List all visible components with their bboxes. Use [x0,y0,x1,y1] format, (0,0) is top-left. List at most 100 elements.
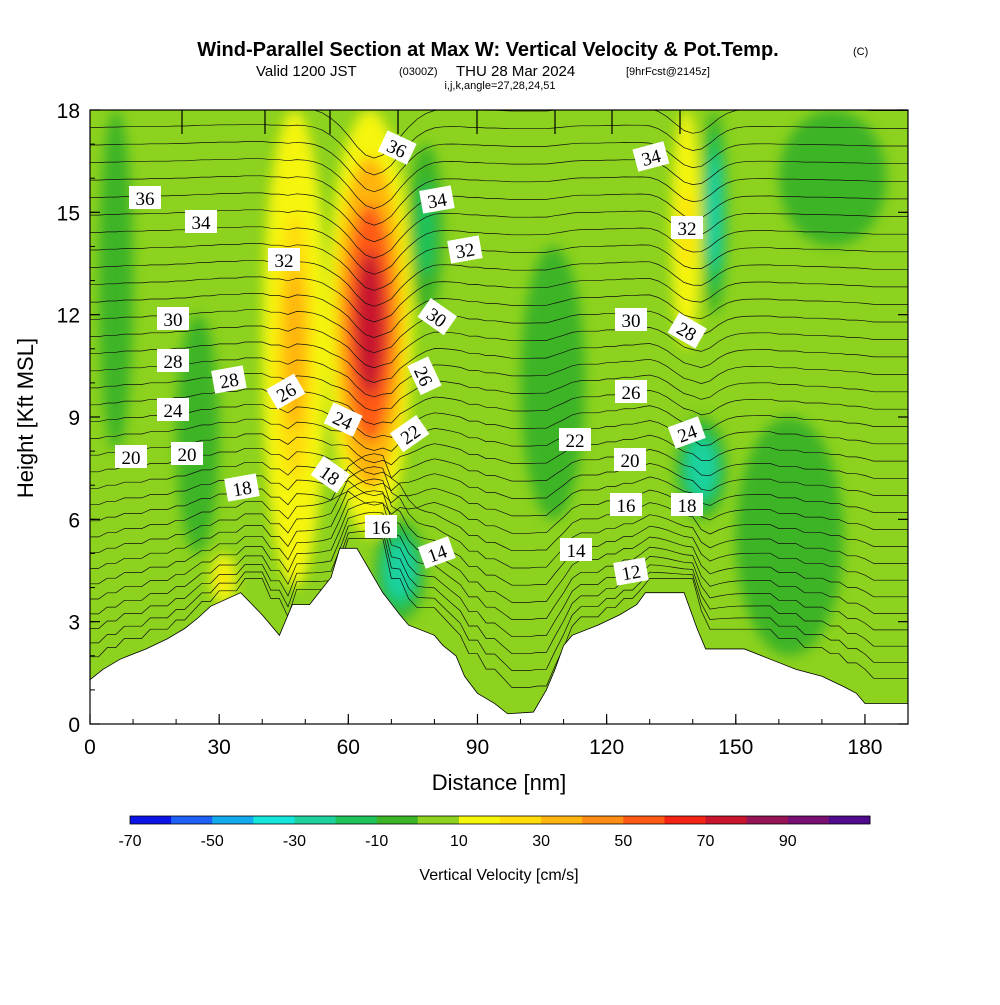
contour-label-text: 20 [621,451,640,472]
contour-label-text: 16 [617,496,636,517]
contour-label-bg [266,373,306,410]
contour-label: 24 [157,398,189,422]
chart-title: Wind-Parallel Section at Max W: Vertical… [197,39,778,61]
contour-label-text: 30 [164,310,183,331]
contour-label-text: 18 [678,496,697,517]
contour-label: 12 [613,557,649,586]
colorbar-tick-label: 50 [614,833,632,850]
copyright-mark: (C) [853,46,868,58]
theta-contour-line [90,192,908,243]
y-tick-label: 0 [68,714,80,737]
contour-label-text: 14 [567,541,587,562]
contour-label-text: 20 [122,448,141,469]
contour-label-text: 34 [192,213,212,234]
x-tick-label: 120 [589,736,624,759]
contour-label-bg [115,445,147,468]
x-axis-label: Distance [nm] [432,770,567,795]
contour-label-text: 18 [231,477,253,501]
contour-label-bg [377,130,417,165]
theta-contour-line [90,511,908,638]
contour-label-text: 16 [372,518,391,539]
contour-label-bg [615,380,647,403]
contour-label-bg [157,398,189,421]
contour-label-bg [615,308,647,331]
colorbar-swatch [335,816,378,824]
theta-contour-line [90,403,908,439]
contour-label: 36 [129,186,161,210]
theta-contour-line [90,461,908,499]
colorbar-swatch [541,816,583,824]
colorbar-tick-label: 90 [779,833,797,850]
grid-indices: i,j,k,angle=27,28,24,51 [444,80,555,92]
contour-label-text: 12 [620,561,642,585]
contour-label-bg [417,297,457,336]
valid-time-utc: (0300Z) [399,66,438,78]
contour-label-bg [224,473,260,502]
theta-contour-line [90,259,908,307]
terrain [90,547,908,724]
theta-contour-line [90,433,908,466]
contour-label-text: 28 [218,369,240,393]
theta-contour-line [90,501,908,620]
theta-contour-line [90,175,908,226]
colorbar-tick-label: -50 [201,833,224,850]
contour-label-bg [171,442,203,465]
colorbar-frame [129,815,871,825]
x-tick-label: 0 [84,736,96,759]
contour-label-bg [419,185,455,214]
contour-label-bg [447,235,483,264]
contour-label-bg [671,216,703,239]
weak-downdraft-band [98,110,134,452]
theta-contour-line [90,418,908,452]
contour-label-text: 28 [164,352,183,373]
contour-label: 32 [671,216,703,240]
contour-label: 36 [377,130,417,165]
contour-label-bg [185,210,217,233]
contour-label-text: 26 [622,383,641,404]
colorbar-tick-label: -10 [365,833,388,850]
colorbar-swatch [376,816,419,824]
colorbar-label: Vertical Velocity [cm/s] [419,867,578,884]
contour-label-bg [407,356,442,396]
contour-label-text: 24 [164,401,184,422]
contour-label-bg [268,248,300,271]
y-tick-label: 18 [57,100,80,123]
contour-label-bg [671,493,703,516]
colorbar-tick-label: -70 [118,833,141,850]
valid-date: THU 28 Mar 2024 [456,63,575,80]
contour-label-bg [667,312,707,349]
contour-label-text: 32 [275,251,294,272]
weak-downdraft-band [735,417,844,656]
contour-label-bg [310,455,350,494]
colorbar-swatch [417,816,460,824]
updraft-zone [355,250,385,396]
forecast-info: [9hrFcst@2145z] [626,66,710,78]
colorbar-tick-label: 10 [450,833,468,850]
contour-label: 34 [632,141,670,172]
contour-label-bg [613,557,649,586]
colorbar-swatch [664,816,707,824]
contour-label: 26 [615,380,647,404]
y-tick-label: 3 [68,612,80,635]
contour-label-bg [157,307,189,330]
theta-contour-line [90,209,908,259]
contour-label: 34 [419,185,455,214]
weak-downdraft-band [176,314,220,554]
contour-label-bg [632,141,670,172]
contour-label: 18 [224,473,260,502]
y-tick-label: 6 [68,509,80,532]
theta-contour-line [90,478,908,586]
y-tick-label: 12 [57,305,80,328]
contour-label: 14 [560,538,592,562]
contour-label-text: 22 [566,431,585,452]
weak-downdraft-band [520,246,586,520]
contour-label: 34 [185,210,217,234]
contour-label: 32 [447,235,483,264]
y-tick-label: 15 [57,202,80,225]
theta-contour-line [90,530,908,671]
theta-contour-line [90,357,908,398]
colorbar-tick-label: -30 [283,833,306,850]
contour-label-text: 32 [678,219,697,240]
y-tick-label: 9 [68,407,80,430]
